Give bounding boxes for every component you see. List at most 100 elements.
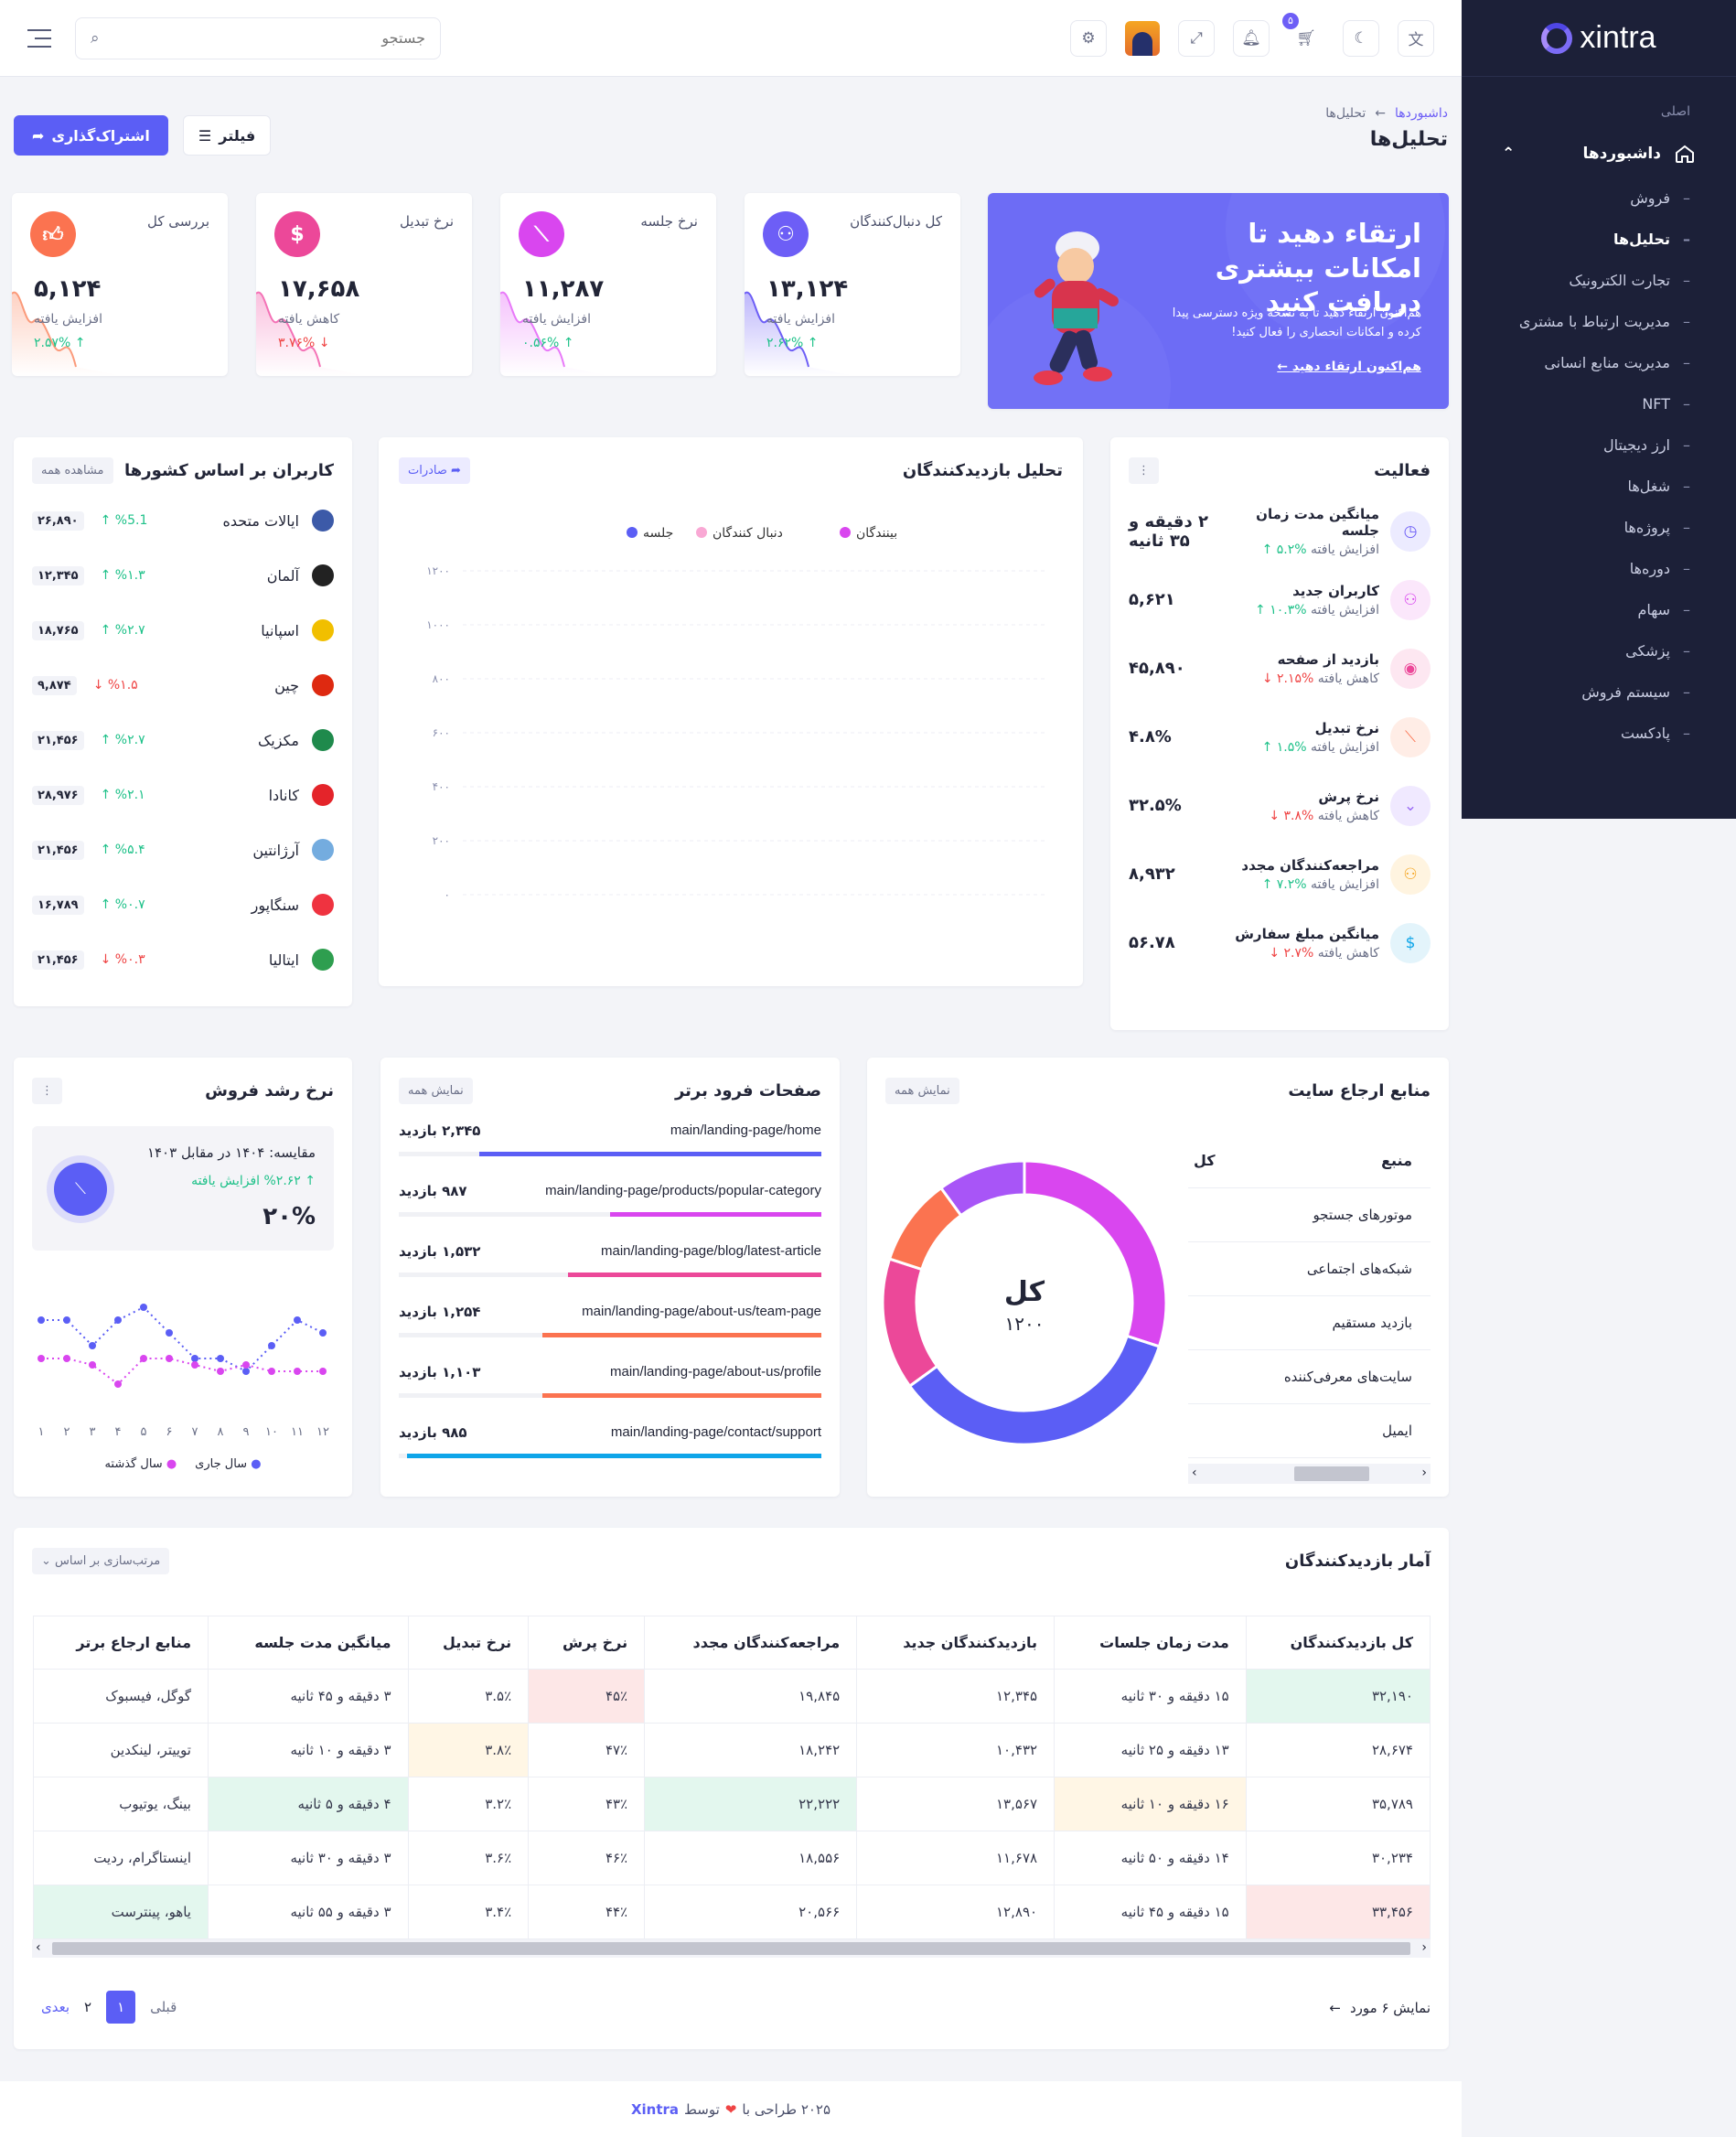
sidebar-subitem[interactable]: – سیستم فروش: [1462, 671, 1736, 713]
sort-dropdown[interactable]: مرتب‌سازی بر اساس ⌄: [32, 1548, 170, 1574]
landing-path[interactable]: main/landing-page/contact/support: [610, 1424, 821, 1440]
horizontal-scrollbar[interactable]: ‹ ›: [1188, 1463, 1431, 1484]
growth-point: [38, 1316, 45, 1324]
activity-list: ◷ میانگین مدت زمان جلسه افزایش یافته %۵.…: [1129, 497, 1431, 977]
sidebar-logo[interactable]: xintra: [1462, 0, 1736, 77]
country-count: ۲۸,۹۷۶: [32, 785, 84, 805]
scroll-thumb[interactable]: [52, 1942, 1410, 1955]
stat-title: نرخ جلسه: [640, 213, 698, 230]
activity-name: بازدید از صفحه: [1277, 650, 1379, 668]
sidebar-subitem-label: تحلیل‌ها: [1613, 231, 1670, 248]
view-all-button[interactable]: نمایش همه: [885, 1078, 959, 1104]
sidebar-subitem[interactable]: – پروژه‌ها: [1462, 507, 1736, 548]
table-row: ۳۰,۲۳۴ ۱۴ دقیقه و ۵۰ ثانیه ۱۱,۶۷۸ ۱۸,۵۵۶ ۴۶٪…: [33, 1831, 1431, 1885]
table-count: نمایش ۶ مورد ←: [1329, 2000, 1431, 2016]
activity-name: کاربران جدید: [1292, 582, 1379, 599]
activity-item: ◉ بازدید از صفحه کاهش یافته %۲.۱۵ ↓ ۴۵,۸…: [1129, 634, 1431, 703]
sidebar-subitem[interactable]: – سهام: [1462, 589, 1736, 630]
x-tick: ۶: [166, 1425, 173, 1439]
theme-toggle-button[interactable]: ☾: [1343, 19, 1379, 57]
growth-point: [114, 1380, 122, 1388]
scroll-right-icon[interactable]: ›: [1421, 1940, 1427, 1955]
cart-button[interactable]: 🛒︎ ۵: [1282, 12, 1324, 57]
menu-toggle-button[interactable]: [27, 28, 51, 48]
sidebar-subitem-label: سهام: [1637, 601, 1670, 618]
fullscreen-button[interactable]: ⤢: [1178, 19, 1215, 57]
sidebar-subitem[interactable]: – ارز دیجیتال: [1462, 424, 1736, 466]
notifications-button[interactable]: 🔔︎: [1233, 19, 1270, 57]
growth-point: [191, 1361, 198, 1369]
share-button[interactable]: ➦ اشتراک‌گذاری: [14, 115, 168, 156]
dash-icon: –: [1683, 642, 1690, 660]
sidebar-subitem[interactable]: – دوره‌ها: [1462, 548, 1736, 589]
landing-path[interactable]: main/landing-page/home: [670, 1122, 821, 1138]
stat-change: ↓ ۳.۷۶%: [278, 336, 330, 350]
x-tick: ۸: [218, 1425, 224, 1439]
stat-change: ↑ ۲.۵۷%: [34, 336, 86, 350]
landing-path[interactable]: main/landing-page/products/popular-categ…: [545, 1183, 821, 1198]
landing-path[interactable]: main/landing-page/about-us/profile: [610, 1364, 821, 1380]
growth-point: [166, 1329, 173, 1337]
scroll-left-icon[interactable]: ‹: [36, 1940, 41, 1955]
scroll-left-icon[interactable]: ‹: [1192, 1465, 1197, 1480]
banner-title: ارتقاء دهید تا امکانات بیشتری دریافت کنی…: [1215, 218, 1421, 318]
language-button[interactable]: 文: [1398, 19, 1434, 57]
x-tick: ۱: [38, 1425, 45, 1439]
country-count: ۲۱,۴۵۶: [32, 950, 84, 970]
sidebar-subitem[interactable]: – مدیریت منابع انسانی: [1462, 342, 1736, 383]
activity-name: نرخ پرش: [1318, 788, 1379, 805]
table-scrollbar[interactable]: ‹ ›: [32, 1939, 1431, 1958]
avatar[interactable]: [1125, 20, 1160, 56]
banner-upgrade-link[interactable]: هم‌اکنون ارتقاء دهید ←: [1277, 360, 1421, 374]
footer-by: توسط: [684, 2100, 720, 2118]
scroll-thumb[interactable]: [1294, 1466, 1369, 1481]
sidebar-subitem[interactable]: – پادکست: [1462, 713, 1736, 754]
sidebar-subitem[interactable]: – شغل‌ها: [1462, 466, 1736, 507]
country-name: آرژانتین: [252, 841, 299, 859]
country-change: ↓ %۱.۵: [92, 678, 138, 693]
scroll-right-icon[interactable]: ›: [1421, 1465, 1427, 1480]
growth-compare: مقایسه: ۱۴۰۴ در مقابل ۱۴۰۳: [146, 1144, 316, 1161]
sidebar-subitem[interactable]: – پزشکی: [1462, 630, 1736, 671]
search-input[interactable]: [108, 29, 425, 47]
export-button[interactable]: ➦ صادرات: [399, 457, 470, 484]
sidebar-subitem[interactable]: – مدیریت ارتباط با مشتری: [1462, 301, 1736, 342]
table-header: مراجعه‌کنندگان مجدد: [644, 1616, 858, 1670]
more-options-button[interactable]: ⋮: [32, 1078, 62, 1104]
activity-sub: کاهش یافته %۲.۷ ↓: [1269, 945, 1379, 961]
stat-label: کاهش یافته: [278, 312, 340, 327]
page-1-button[interactable]: ۱: [106, 1991, 136, 2024]
landing-path[interactable]: main/landing-page/about-us/team-page: [582, 1304, 821, 1319]
next-page-button[interactable]: بعدی: [41, 1999, 70, 2015]
breadcrumb-parent[interactable]: داشبوردها: [1395, 106, 1448, 121]
growth-point: [242, 1361, 250, 1369]
flag-icon: [312, 729, 334, 751]
flag-icon: [312, 510, 334, 532]
home-icon: [1676, 145, 1694, 163]
sidebar-subitem[interactable]: – فروش: [1462, 177, 1736, 219]
sidebar-subitem[interactable]: – تحلیل‌ها: [1462, 219, 1736, 260]
page-2-button[interactable]: ۲: [84, 1999, 92, 2015]
country-change: ↑ %۲.۷: [100, 623, 145, 638]
growth-point: [294, 1368, 301, 1375]
activity-item: $ میانگین مبلغ سفارش کاهش یافته %۲.۷ ↓ ۵…: [1129, 908, 1431, 977]
view-all-button[interactable]: مشاهده همه: [32, 457, 113, 484]
sidebar-subitem[interactable]: – NFT: [1462, 383, 1736, 424]
search-box[interactable]: ⌕: [75, 16, 441, 59]
sidebar-item-dashboards[interactable]: داشبوردها ⌃: [1462, 130, 1736, 177]
country-row: اسپانیا ۱۸,۷۶۵ ↑ %۲.۷: [32, 603, 334, 658]
countries-list: ایالات متحده ۲۶,۸۹۰ ↑ %5.1 آلمان ۱۲,۳۴۵ ↑ %…: [32, 493, 334, 987]
prev-page-button[interactable]: قبلی: [150, 1999, 177, 2015]
footer-brand-link[interactable]: Xintra: [630, 2100, 680, 2118]
more-options-button[interactable]: ⋮: [1129, 457, 1159, 484]
header-actions: ⚙ ⤢ 🔔︎ 🛒︎ ۵ ☾ 文: [1070, 12, 1434, 57]
view-all-button[interactable]: نمایش همه: [399, 1078, 473, 1104]
landing-path[interactable]: main/landing-page/blog/latest-article: [601, 1243, 821, 1259]
more-vertical-icon: ⋮: [41, 1084, 53, 1098]
sidebar-subitem[interactable]: – تجارت الکترونیک: [1462, 260, 1736, 301]
stat-card: نرخ جلسه ⟋ ۱۱,۲۸۷ افزایش یافته ↑ ۰.۵۶%: [500, 193, 716, 376]
table-cell: ۴۳٪: [528, 1777, 646, 1831]
stat-title: کل دنبال‌کنندگان: [850, 213, 942, 230]
filter-button[interactable]: ☰ فیلتر: [182, 115, 272, 156]
settings-button[interactable]: ⚙: [1070, 19, 1107, 57]
